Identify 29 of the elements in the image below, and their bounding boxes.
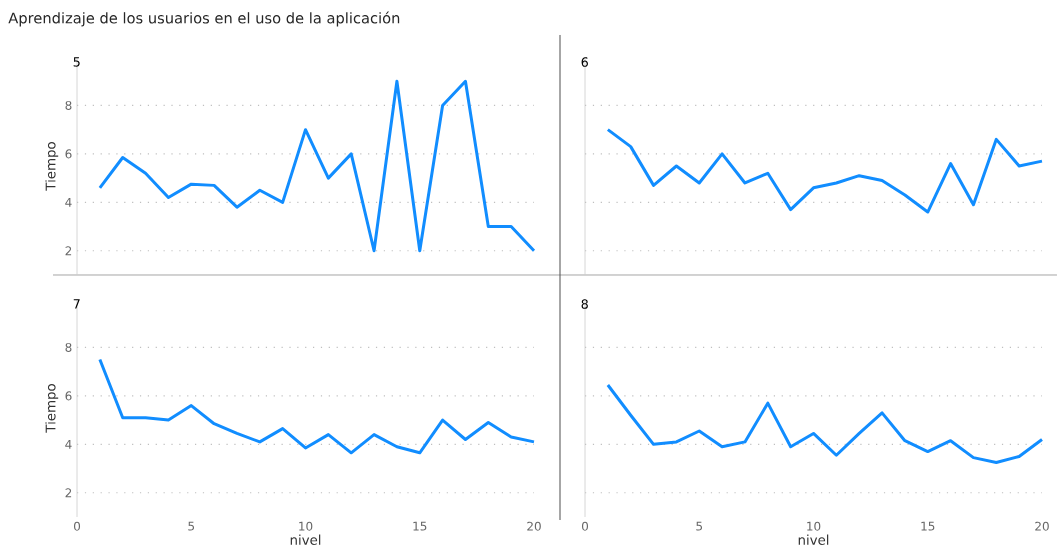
x-tick-label: 20 [1035,521,1049,531]
y-tick-label: 2 [65,246,72,256]
x-axis-title: nivel [798,534,829,545]
y-tick-label: 4 [65,197,72,207]
y-tick-label: 6 [65,391,72,401]
x-tick-label: 10 [807,521,821,531]
chart-title: 8 [581,299,588,309]
x-tick-label: 5 [188,521,195,531]
y-tick-label: 6 [65,149,72,159]
x-tick-label: 15 [921,521,935,531]
x-tick-label: 20 [527,521,541,531]
x-tick-label: 15 [413,521,427,531]
chart-title: 6 [581,57,588,67]
chart-title: Aprendizaje de los usuarios en el uso de la aplicación [8,11,400,27]
line-series [98,79,536,253]
x-axis-title: nivel [290,534,321,545]
y-axis-title: Tiempo [45,142,59,191]
line-series [98,358,536,455]
y-tick-label: 8 [65,100,72,110]
chart-subtitle: 5 [73,57,80,67]
y-tick-label: 4 [65,439,72,449]
x-tick-label: 10 [299,521,313,531]
x-tick-label: 0 [73,521,81,531]
y-axis-title: Tiempo [45,384,59,433]
y-tick-label: 2 [65,488,72,498]
x-tick-label: 0 [581,521,589,531]
chart-title: 7 [73,299,80,309]
x-tick-label: 5 [696,521,703,531]
y-tick-label: 8 [65,342,72,352]
